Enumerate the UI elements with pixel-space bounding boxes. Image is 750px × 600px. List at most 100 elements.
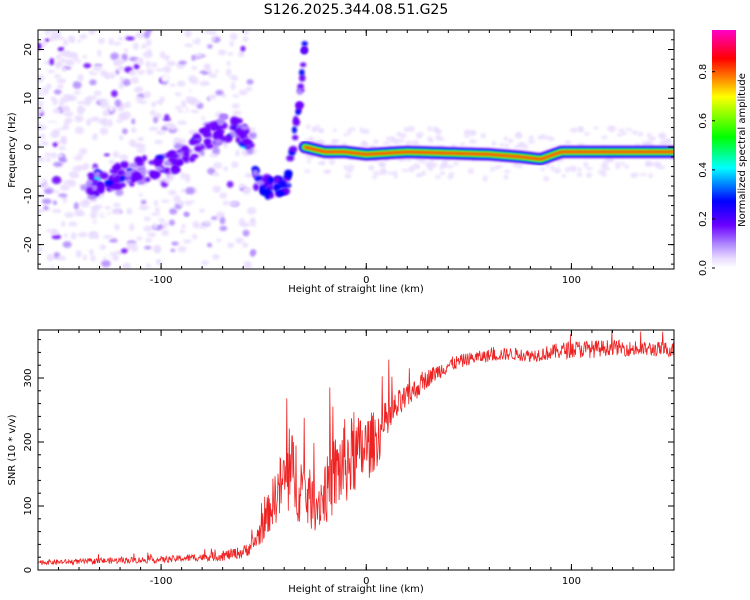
spectrogram-noise-blob bbox=[61, 59, 71, 64]
spectrogram-haze-blob bbox=[407, 126, 416, 132]
spectrogram-haze-blob bbox=[401, 168, 409, 172]
spectrogram-haze-blob bbox=[447, 164, 454, 169]
spectrogram-noise-blob bbox=[53, 74, 61, 79]
spectrogram-noise-blob bbox=[245, 86, 253, 92]
spectrogram-noise-blob bbox=[205, 63, 211, 72]
spec-ytick-label: 0 bbox=[23, 144, 34, 150]
spectrogram-haze-blob bbox=[606, 158, 615, 162]
spectrogram-haze-blob bbox=[306, 159, 311, 163]
spectrogram-noise-blob bbox=[79, 147, 88, 155]
spectrogram-spike-blob bbox=[256, 180, 265, 186]
spectrogram-haze-blob bbox=[660, 135, 667, 140]
spectrogram-haze-blob bbox=[318, 128, 324, 132]
spectrogram-noise-blob bbox=[108, 238, 118, 243]
spectrogram-spike-blob bbox=[297, 83, 305, 90]
spectrogram-band-blob bbox=[248, 143, 255, 148]
spectrogram-noise-blob bbox=[130, 244, 139, 252]
spectrogram-noise-blob bbox=[183, 173, 190, 179]
spectrogram-haze-blob bbox=[614, 161, 620, 166]
spectrogram-noise-blob bbox=[89, 248, 94, 256]
spectrogram-noise-blob bbox=[124, 101, 131, 109]
spectrogram-haze-blob bbox=[415, 132, 424, 137]
spectrogram-noise-blob bbox=[89, 211, 98, 220]
spectrogram-noise-blob bbox=[132, 143, 142, 148]
spectrogram-noise-blob bbox=[117, 65, 125, 72]
spectrogram-noise-blob bbox=[145, 237, 153, 243]
spectrogram-noise-blob bbox=[192, 220, 200, 229]
spectrogram-haze-blob bbox=[315, 124, 320, 131]
spec-ytick-label: 20 bbox=[23, 43, 34, 56]
spectrogram-haze-blob bbox=[495, 165, 504, 169]
spectrogram-noise-blob bbox=[219, 192, 228, 199]
spectrogram-band-blob bbox=[230, 116, 239, 124]
spectrogram-band-blob bbox=[99, 172, 109, 180]
snr-xtick-label: -100 bbox=[150, 576, 173, 587]
spectrogram-band-blob bbox=[190, 153, 199, 159]
spectrogram-noise-blob bbox=[181, 223, 186, 229]
spectrogram-haze-blob bbox=[646, 133, 652, 138]
spectrogram-haze-blob bbox=[344, 173, 352, 179]
spectrogram-haze-blob bbox=[543, 175, 550, 182]
spectrogram-noise-blob bbox=[47, 121, 57, 128]
spectrogram-noise-blob bbox=[53, 161, 63, 168]
spectrogram-haze-blob bbox=[609, 126, 617, 131]
spectrogram-noise-blob bbox=[250, 217, 255, 223]
snr-ytick-label: 0 bbox=[23, 567, 34, 573]
spectrogram-noise-blob bbox=[192, 233, 198, 240]
spectrogram-noise-blob bbox=[88, 30, 96, 35]
spectrogram-noise-blob bbox=[41, 116, 47, 120]
spectrogram-haze-blob bbox=[390, 136, 395, 142]
spectrogram-spike-blob bbox=[295, 101, 303, 110]
spectrogram-noise-blob bbox=[56, 78, 67, 84]
spectrogram-haze-blob bbox=[441, 163, 448, 168]
spectrogram-noise-blob bbox=[232, 110, 242, 116]
spectrogram-band-blob bbox=[137, 157, 144, 164]
spectrogram-noise-blob bbox=[120, 112, 127, 120]
spectrogram-noise-blob bbox=[176, 80, 186, 87]
spectrogram-noise-blob bbox=[108, 142, 114, 151]
spectrogram-band-blob bbox=[183, 150, 190, 159]
spectrogram-haze-blob bbox=[618, 162, 626, 166]
spectrogram-noise-blob bbox=[45, 146, 54, 151]
spectrogram-noise-blob bbox=[68, 151, 79, 158]
spectrogram-noise-blob bbox=[153, 200, 159, 207]
spectrogram-noise-blob bbox=[82, 254, 87, 261]
spectrogram-spike-blob bbox=[298, 69, 305, 76]
spectrogram-haze-blob bbox=[460, 142, 466, 146]
spectrogram-noise-blob bbox=[106, 119, 114, 127]
spectrogram-haze-blob bbox=[304, 169, 311, 174]
spectrogram-noise-blob bbox=[249, 222, 257, 227]
spectrogram-haze-blob bbox=[639, 172, 647, 176]
spectrogram-haze-blob bbox=[503, 136, 509, 142]
spectrogram-spike-blob bbox=[259, 184, 265, 193]
spectrogram-noise-blob bbox=[207, 44, 213, 49]
spectrogram-noise-blob bbox=[154, 219, 161, 226]
spectrogram-noise-blob bbox=[123, 48, 129, 53]
spectrogram-noise-blob bbox=[203, 30, 213, 34]
spectrogram-noise-blob bbox=[61, 66, 67, 73]
spectrogram-noise-blob bbox=[190, 78, 199, 85]
spectrogram-noise-blob bbox=[188, 129, 198, 135]
spectrogram-noise-blob bbox=[98, 98, 109, 105]
spectrogram-noise-blob bbox=[229, 201, 239, 206]
spectrogram-haze-blob bbox=[593, 126, 598, 130]
spectrogram-noise-blob bbox=[41, 198, 52, 205]
spectrogram-band-blob bbox=[219, 113, 229, 120]
spectrogram-band-blob bbox=[215, 128, 225, 135]
spectrogram-noise-blob bbox=[243, 30, 250, 35]
spectrogram-noise-blob bbox=[77, 231, 88, 238]
spectrogram-noise-blob bbox=[180, 171, 185, 180]
spectrogram-haze-blob bbox=[621, 131, 627, 136]
spectrogram-noise-blob bbox=[148, 126, 159, 131]
spectrogram-haze-blob bbox=[305, 124, 311, 129]
spectrogram-haze-blob bbox=[371, 175, 378, 180]
colorbar-gradient bbox=[712, 30, 736, 268]
spectrogram-noise-blob bbox=[229, 33, 238, 41]
spectrogram-band-blob bbox=[94, 171, 102, 179]
spectrogram-noise-blob bbox=[145, 39, 152, 46]
spectrogram-noise-blob bbox=[211, 216, 218, 220]
spectrogram-noise-blob bbox=[154, 139, 163, 145]
spectrogram-band-blob bbox=[109, 168, 118, 174]
spectrogram-noise-blob bbox=[73, 202, 79, 210]
spectrogram-noise-blob bbox=[140, 199, 147, 205]
